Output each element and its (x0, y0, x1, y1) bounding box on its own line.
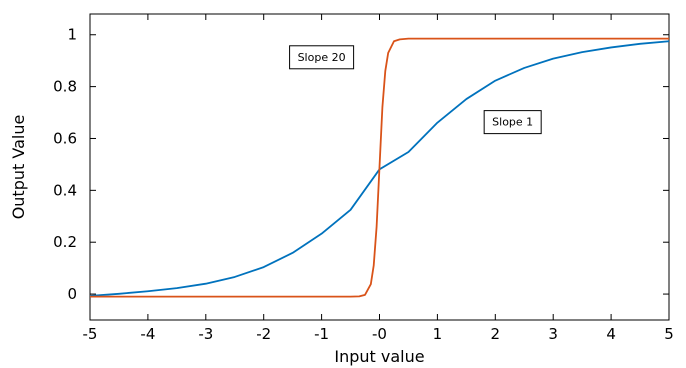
y-tick-label: 0 (67, 285, 77, 303)
y-axis-title: Output Value (9, 115, 28, 220)
annotation-label: Slope 1 (492, 116, 533, 129)
x-tick-label: -0 (372, 325, 387, 343)
x-tick-label: 5 (664, 325, 674, 343)
annotation-label: Slope 20 (298, 51, 346, 64)
x-tick-label: -3 (198, 325, 213, 343)
annotation-box: Slope 20 (289, 45, 355, 70)
x-tick-label: -1 (314, 325, 329, 343)
x-tick-label: -5 (83, 325, 98, 343)
x-tick-label: 4 (606, 325, 616, 343)
x-axis-title: Input value (334, 347, 424, 366)
y-tick-label: 1 (67, 26, 77, 44)
y-tick-label: 0.6 (53, 129, 77, 147)
annotation-box: Slope 1 (483, 110, 542, 135)
x-tick-label: 3 (548, 325, 558, 343)
annotation-border (289, 45, 355, 70)
annotation-border (483, 110, 542, 135)
series-line-2 (90, 37, 669, 298)
y-tick-label: 0.4 (53, 181, 77, 199)
x-tick-label: -2 (256, 325, 271, 343)
x-tick-label: -4 (140, 325, 155, 343)
x-tick-label: 1 (433, 325, 443, 343)
y-tick-label: 0.8 (53, 78, 77, 96)
y-tick-label: 0.2 (53, 233, 77, 251)
x-tick-label: 2 (491, 325, 501, 343)
